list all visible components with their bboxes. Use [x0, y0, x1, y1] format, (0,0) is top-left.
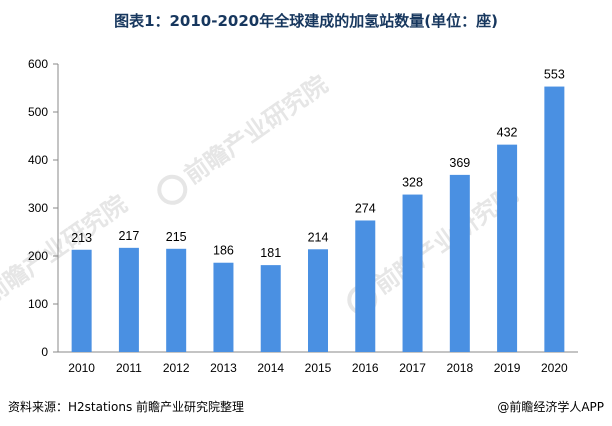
- bar: [213, 262, 234, 352]
- data-label: 213: [71, 231, 92, 245]
- chart-title: 图表1：2010-2020年全球建成的加氢站数量(单位：座): [114, 12, 498, 30]
- data-label: 215: [166, 230, 187, 244]
- data-label: 553: [544, 68, 565, 82]
- x-tick-label: 2013: [210, 361, 237, 375]
- y-tick-label: 100: [28, 297, 48, 311]
- data-label: 214: [308, 230, 329, 244]
- bar: [544, 86, 565, 352]
- x-tick-label: 2019: [494, 361, 521, 375]
- x-tick-label: 2012: [163, 361, 190, 375]
- y-tick-label: 200: [28, 249, 48, 263]
- x-tick-label: 2010: [68, 361, 95, 375]
- x-tick-label: 2020: [541, 361, 568, 375]
- source-note: 资料来源：H2stations 前瞻产业研究院整理: [8, 400, 245, 414]
- data-label: 186: [213, 244, 234, 258]
- bar: [71, 249, 92, 352]
- bar: [260, 265, 281, 352]
- bar: [497, 144, 518, 352]
- credit-note: @前瞻经济学人APP: [497, 400, 604, 414]
- bar: [308, 249, 328, 352]
- bar: [355, 220, 376, 352]
- x-tick-label: 2011: [116, 361, 142, 375]
- y-tick-label: 0: [41, 345, 48, 359]
- y-tick-label: 400: [28, 153, 48, 167]
- x-tick-label: 2016: [352, 361, 379, 375]
- bar: [402, 194, 423, 352]
- data-label: 217: [118, 229, 139, 243]
- y-tick-label: 500: [28, 105, 48, 119]
- bar: [449, 174, 470, 352]
- x-tick-label: 2018: [446, 361, 473, 375]
- bar: [166, 248, 187, 352]
- x-tick-label: 2017: [399, 361, 426, 375]
- x-tick-label: 2015: [305, 361, 332, 375]
- y-tick-label: 300: [28, 201, 48, 215]
- bar: [118, 247, 139, 352]
- x-tick-label: 2014: [257, 361, 284, 375]
- y-tick-label: 600: [28, 57, 48, 71]
- data-label: 432: [497, 126, 518, 140]
- data-label: 274: [355, 201, 376, 215]
- data-label: 328: [402, 176, 423, 190]
- data-label: 181: [260, 246, 281, 260]
- data-label: 369: [449, 156, 470, 170]
